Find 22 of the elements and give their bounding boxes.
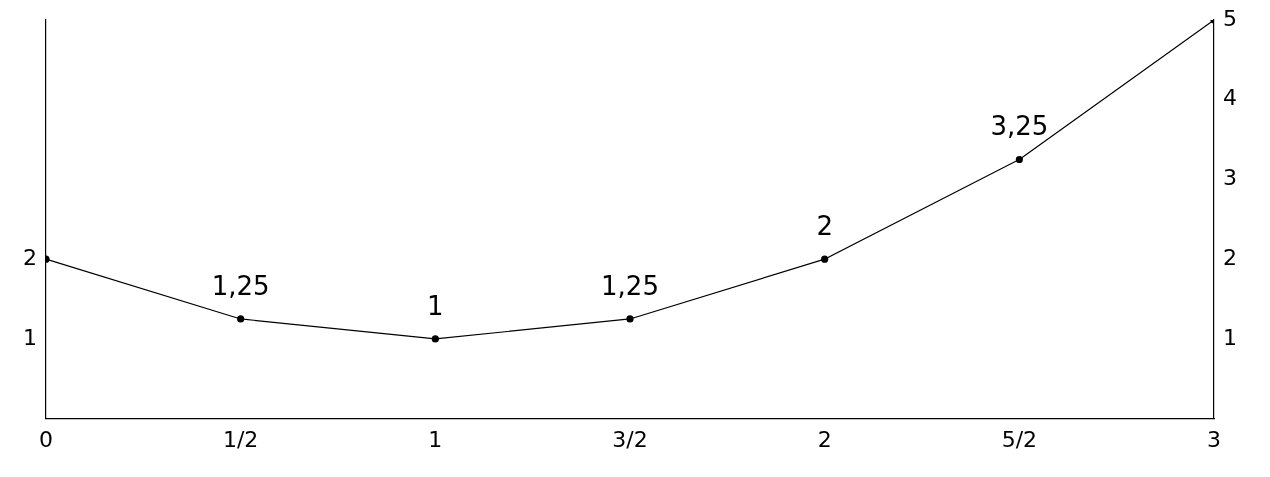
x-tick-label: 5/2 (1001, 426, 1038, 452)
x-tick-label: 1/2 (222, 426, 259, 452)
y2-tick-label: 5 (1223, 5, 1237, 31)
point (626, 315, 634, 323)
x-tick-label: 1 (428, 426, 443, 452)
data-label: 3,25 (990, 111, 1049, 142)
data-label: 1,25 (211, 270, 270, 301)
x-tick-label: 2 (817, 426, 832, 452)
y2-tick-label: 1 (1223, 324, 1237, 350)
data-label: 2 (816, 210, 833, 241)
y2-tick-label: 4 (1223, 85, 1237, 111)
y2-tick-label: 2 (1223, 244, 1237, 270)
point (821, 255, 829, 263)
data-label: 1,25 (601, 270, 659, 301)
x-tick-label: 0 (39, 426, 53, 452)
x-tick-label: 3/2 (612, 426, 648, 452)
point (431, 335, 439, 343)
data-label: 1 (427, 290, 444, 321)
x-tick-label: 3 (1207, 426, 1221, 452)
y2-tick-label: 3 (1223, 165, 1237, 191)
point (1015, 155, 1023, 164)
point (237, 315, 245, 323)
